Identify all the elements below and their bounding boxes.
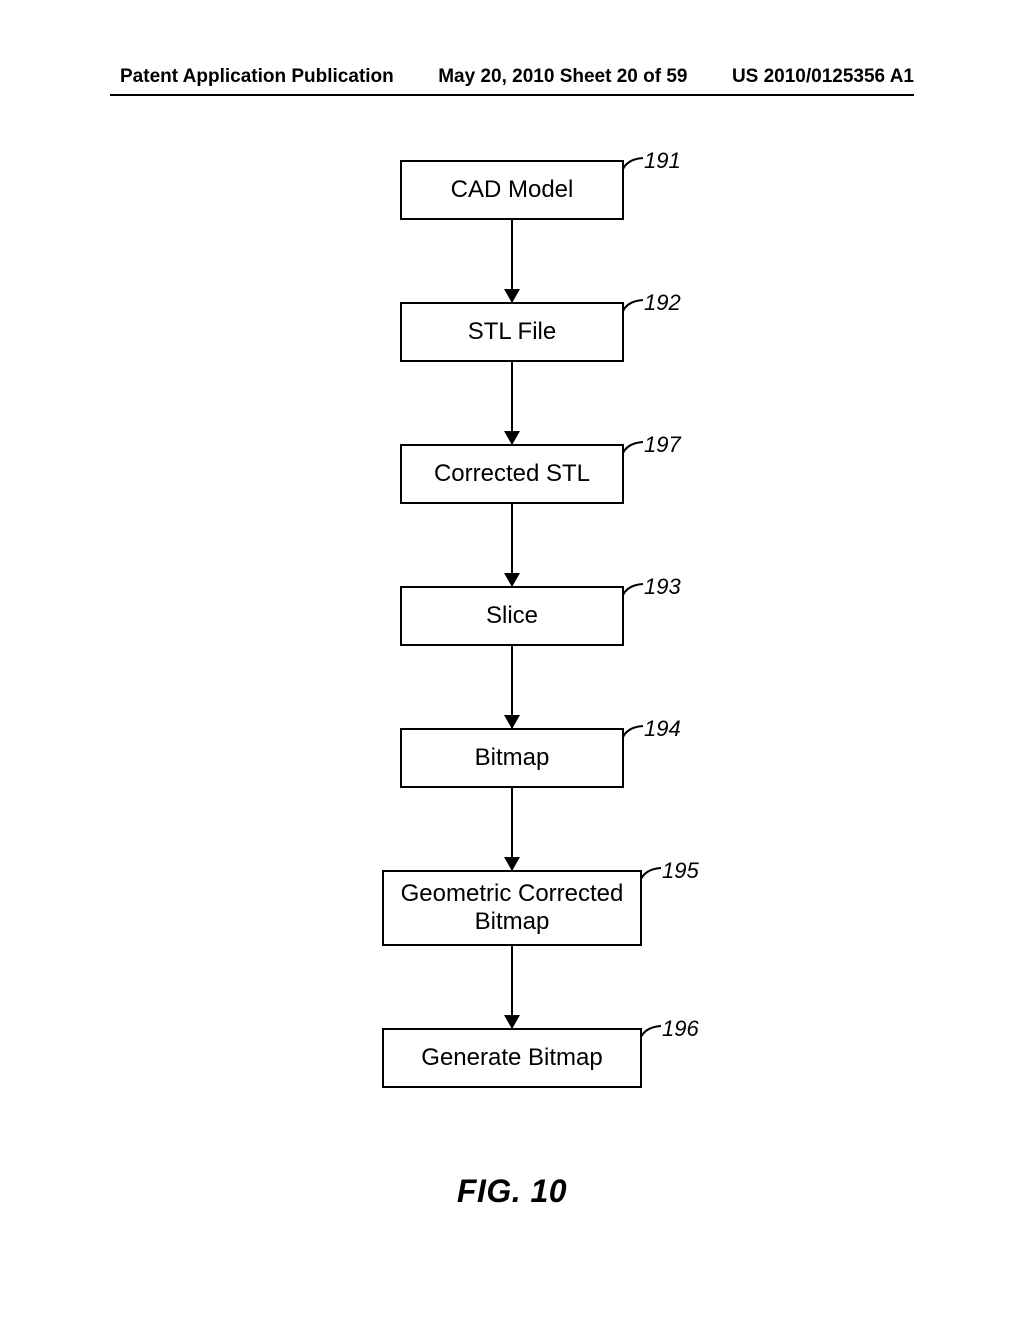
ref-number: 192 <box>644 290 681 316</box>
arrow-down-icon <box>511 646 514 728</box>
flow-node: Slice193 <box>400 586 624 646</box>
page: Patent Application Publication May 20, 2… <box>0 0 1024 1320</box>
ref-number: 197 <box>644 432 681 458</box>
ref-leader-icon <box>640 866 662 880</box>
header-rule <box>110 94 914 96</box>
figure-caption: FIG. 10 <box>457 1173 567 1210</box>
header-right: US 2010/0125356 A1 <box>732 66 914 88</box>
flow-node: Corrected STL197 <box>400 444 624 504</box>
flow-arrow <box>312 946 712 1028</box>
flow-node-box: Slice <box>400 586 624 646</box>
flow-node: Generate Bitmap196 <box>382 1028 642 1088</box>
arrow-down-icon <box>511 788 514 870</box>
arrow-down-icon <box>511 362 514 444</box>
header-left: Patent Application Publication <box>120 66 394 88</box>
ref-leader-icon <box>622 440 644 454</box>
flow-node: Geometric CorrectedBitmap195 <box>382 870 642 946</box>
ref-number: 193 <box>644 574 681 600</box>
ref-number: 195 <box>662 858 699 884</box>
flow-node-box: Geometric CorrectedBitmap <box>382 870 642 946</box>
ref-leader-icon <box>622 582 644 596</box>
flow-arrow <box>312 788 712 870</box>
ref-leader-icon <box>640 1024 662 1038</box>
flow-node: CAD Model191 <box>400 160 624 220</box>
ref-leader-icon <box>622 298 644 312</box>
page-header: Patent Application Publication May 20, 2… <box>0 66 1024 88</box>
arrow-down-icon <box>511 946 514 1028</box>
flow-node-box: CAD Model <box>400 160 624 220</box>
arrow-down-icon <box>511 220 514 302</box>
ref-leader-icon <box>622 156 644 170</box>
ref-leader-icon <box>622 724 644 738</box>
ref-number: 196 <box>662 1016 699 1042</box>
arrow-down-icon <box>511 504 514 586</box>
flow-node-box: Corrected STL <box>400 444 624 504</box>
flowchart: CAD Model191STL File192Corrected STL197S… <box>312 160 712 1088</box>
ref-number: 194 <box>644 716 681 742</box>
flow-node-box: STL File <box>400 302 624 362</box>
flow-node-box: Bitmap <box>400 728 624 788</box>
ref-number: 191 <box>644 148 681 174</box>
flow-node-box: Generate Bitmap <box>382 1028 642 1088</box>
flow-node: STL File192 <box>400 302 624 362</box>
header-center: May 20, 2010 Sheet 20 of 59 <box>438 66 687 88</box>
flow-node: Bitmap194 <box>400 728 624 788</box>
